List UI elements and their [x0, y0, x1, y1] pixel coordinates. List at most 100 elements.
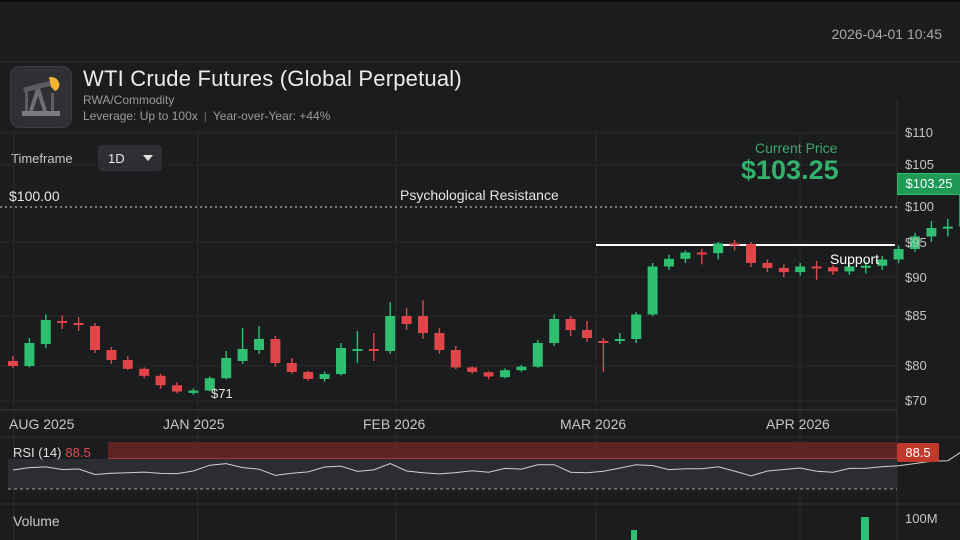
- x-tick-label: FEB 2026: [363, 416, 426, 432]
- candle-body: [860, 265, 871, 268]
- current-price-label: Current Price: [755, 140, 838, 156]
- candle-body: [204, 378, 215, 391]
- candle-body: [762, 263, 773, 268]
- chevron-down-icon: [143, 155, 153, 161]
- candle-body: [893, 249, 904, 260]
- candle-body: [172, 385, 182, 392]
- candle-body: [221, 358, 232, 379]
- candle-body: [122, 360, 133, 369]
- rsi-badge: 88.5: [897, 443, 939, 462]
- candle-body: [90, 326, 100, 350]
- candle-body: [139, 368, 150, 376]
- candle-body: [614, 339, 625, 341]
- volume-bar: [861, 517, 869, 540]
- candle-body: [811, 266, 822, 269]
- y-tick-label: $95: [905, 235, 927, 250]
- y-tick-label: $90: [905, 270, 927, 285]
- y-tick-label: $105: [905, 157, 934, 172]
- candle-body: [631, 314, 642, 339]
- y-tick-label: $110: [905, 125, 933, 140]
- candle-body: [57, 321, 68, 323]
- asset-category: RWA/Commodity: [83, 93, 175, 107]
- candle-body: [877, 259, 888, 266]
- candle-body: [106, 350, 117, 360]
- y-tick-label: $70: [905, 393, 927, 408]
- resistance-label: Psychological Resistance: [400, 187, 559, 203]
- candle-body: [516, 366, 527, 371]
- candle-body: [647, 266, 658, 315]
- y-tick-label: $80: [905, 358, 927, 373]
- candle-body: [549, 319, 560, 343]
- rsi-title: RSI (14): [13, 445, 62, 460]
- candle-body: [828, 267, 838, 272]
- yoy-text: Year-over-Year: +44%: [212, 109, 331, 123]
- x-tick-label: JAN 2025: [163, 416, 225, 432]
- candle-body: [746, 244, 756, 263]
- candle-body: [500, 370, 510, 378]
- top-bar: 2026-04-01 10:45: [0, 0, 960, 64]
- candle-body: [532, 343, 543, 367]
- candle-body: [795, 266, 806, 273]
- datetime: 2026-04-01 10:45: [831, 26, 942, 42]
- x-tick-label: APR 2026: [766, 416, 830, 432]
- rsi-overbought-band: [108, 442, 897, 459]
- timeframe-dropdown[interactable]: 1D: [98, 145, 162, 171]
- candle-body: [483, 372, 494, 377]
- meta-separator: |: [203, 109, 207, 123]
- candle-body: [926, 228, 937, 237]
- candle-body: [450, 350, 461, 368]
- x-tick-label: AUG 2025: [9, 416, 75, 432]
- y-tick-label: $85: [905, 308, 927, 323]
- low-annotation: $71: [211, 386, 233, 401]
- asset-meta: Leverage: Up to 100x | Year-over-Year: +44…: [83, 109, 330, 123]
- candle-body: [467, 367, 478, 372]
- timeframe-label: Timeframe: [11, 151, 73, 166]
- candle-body: [401, 316, 412, 324]
- current-price-badge: $103.25: [897, 173, 960, 195]
- candle-body: [942, 226, 953, 229]
- candle-body: [664, 258, 674, 267]
- candle-body: [254, 339, 264, 350]
- candle-body: [303, 371, 314, 379]
- candle-body: [565, 319, 576, 330]
- candle-body: [729, 243, 740, 246]
- candle-body: [286, 363, 297, 372]
- candle-body: [188, 390, 199, 393]
- timeframe-value: 1D: [108, 151, 125, 166]
- candle-body: [910, 236, 920, 249]
- candle-body: [713, 243, 724, 254]
- candle-body: [237, 349, 248, 361]
- volume-bar: [631, 530, 637, 540]
- volume-label: Volume: [13, 513, 60, 529]
- candle-body: [598, 341, 609, 343]
- candle-body: [778, 267, 789, 273]
- candle-body: [24, 343, 35, 366]
- candle-body: [352, 349, 363, 351]
- oil-pump-icon: [10, 66, 72, 128]
- candle-body: [319, 374, 330, 379]
- rsi-line: [12, 452, 960, 477]
- x-tick-label: MAR 2026: [560, 416, 627, 432]
- candle-body: [418, 316, 428, 333]
- resistance-price: $100.00: [9, 188, 60, 204]
- candle-body: [8, 361, 18, 366]
- rsi-label: RSI (14) 88.5: [13, 445, 91, 460]
- candle-body: [696, 252, 707, 255]
- candle-body: [73, 323, 84, 325]
- rsi-value: 88.5: [65, 445, 91, 460]
- support-label: Support: [830, 251, 880, 267]
- candle-body: [844, 266, 855, 272]
- candle-body: [434, 333, 445, 350]
- asset-title: WTI Crude Futures (Global Perpetual): [83, 66, 462, 91]
- y-tick-label: $100: [905, 199, 934, 214]
- candle-body: [680, 252, 691, 259]
- candle-body: [270, 339, 281, 363]
- leverage-text: Leverage: Up to 100x: [83, 109, 198, 123]
- candle-body: [385, 316, 396, 351]
- candle-body: [368, 349, 379, 351]
- volume-tick: 100M: [905, 511, 938, 526]
- current-price-value: $103.25: [741, 155, 839, 185]
- candle-body: [155, 375, 166, 386]
- candle-body: [336, 348, 346, 375]
